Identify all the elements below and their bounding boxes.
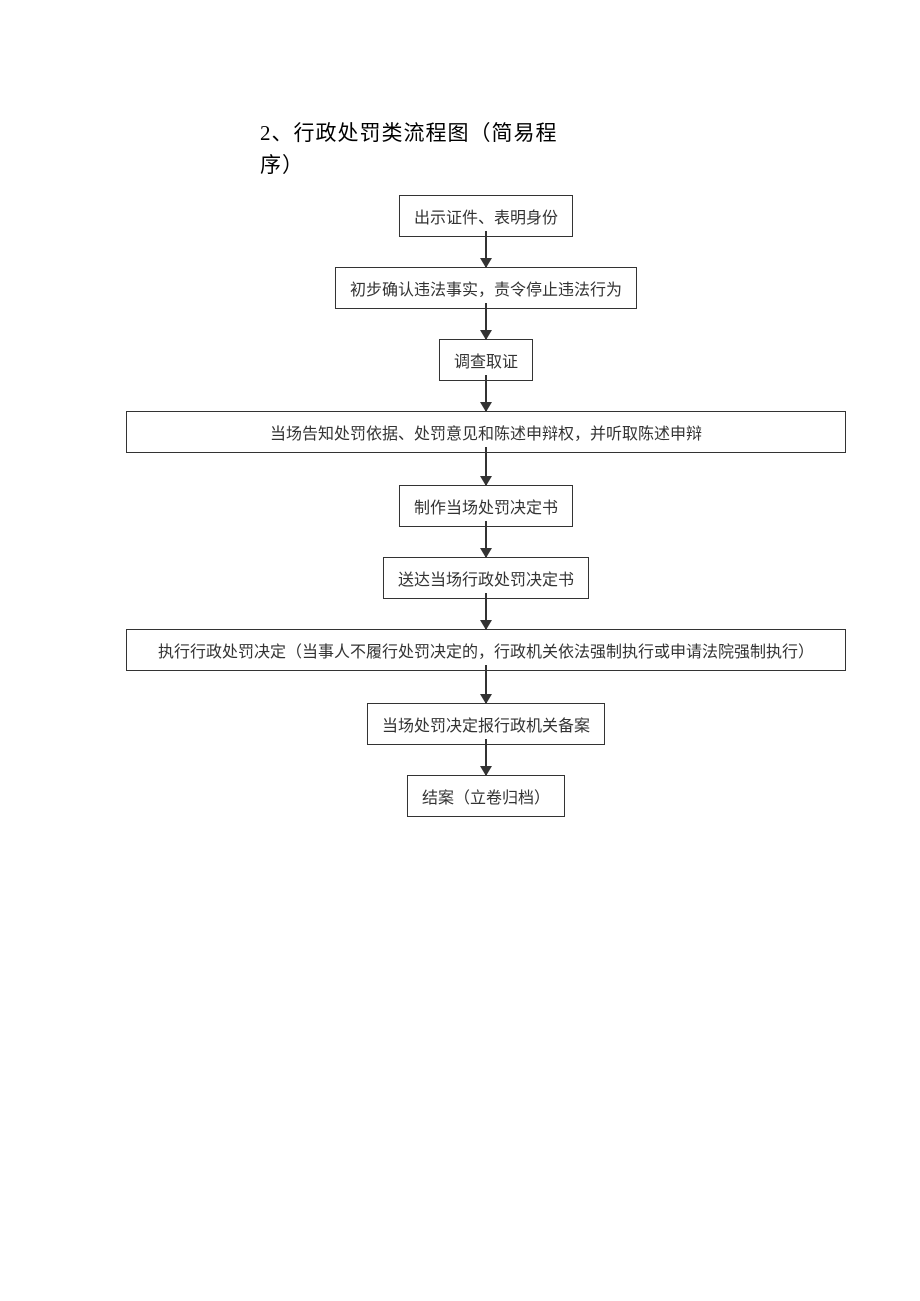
flow-arrow xyxy=(485,739,487,775)
flow-arrow xyxy=(485,593,487,629)
flow-arrow xyxy=(485,375,487,411)
flow-node-close-case: 结案（立卷归档） xyxy=(407,775,565,817)
node-label: 结案（立卷归档） xyxy=(422,790,550,807)
node-label: 执行行政处罚决定（当事人不履行处罚决定的，行政机关依法强制执行或申请法院强制执行… xyxy=(158,644,814,661)
node-label: 初步确认违法事实，责令停止违法行为 xyxy=(350,282,622,299)
node-label: 调查取证 xyxy=(454,354,518,371)
node-label: 出示证件、表明身份 xyxy=(414,210,558,227)
node-label: 当场告知处罚依据、处罚意见和陈述申辩权，并听取陈述申辩 xyxy=(270,426,702,443)
node-label: 制作当场处罚决定书 xyxy=(414,500,558,517)
flow-arrow xyxy=(485,231,487,267)
node-label: 当场处罚决定报行政机关备案 xyxy=(382,718,590,735)
flow-arrow xyxy=(485,303,487,339)
node-label: 送达当场行政处罚决定书 xyxy=(398,572,574,589)
title-line-2: 序） xyxy=(260,153,304,177)
flow-arrow xyxy=(485,521,487,557)
title-line-1: 2、行政处罚类流程图（简易程 xyxy=(260,121,558,145)
flow-arrow xyxy=(485,447,487,485)
flow-arrow xyxy=(485,665,487,703)
page-title: 2、行政处罚类流程图（简易程 序） xyxy=(260,118,558,181)
